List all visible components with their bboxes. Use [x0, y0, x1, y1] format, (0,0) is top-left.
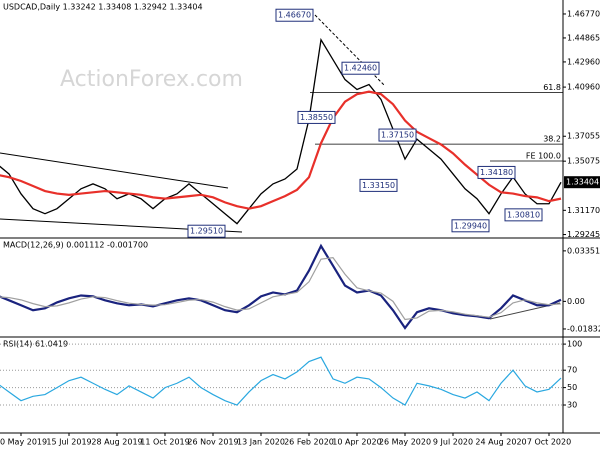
- price-label: 1.29510: [190, 227, 223, 236]
- x-tick-label: 30 May 2019: [0, 438, 47, 447]
- price-label: 1.33150: [362, 181, 395, 190]
- price-label-box: [359, 178, 398, 192]
- price-label-box: [477, 165, 516, 179]
- y-tick-label: 1.31170: [567, 206, 600, 215]
- x-tick-label: 9 Jul 2020: [433, 438, 473, 447]
- price-label: 1.37150: [381, 131, 414, 140]
- trend-line: [0, 152, 229, 189]
- price-label: 1.42460: [344, 64, 377, 73]
- price-label: 1.34180: [480, 168, 513, 177]
- series-line: [0, 90, 562, 210]
- price-label-box: [504, 208, 543, 222]
- price-label: 1.29940: [454, 221, 487, 230]
- x-tick-label: 26 Feb 2020: [284, 438, 334, 447]
- chart-title: USDCAD,Daily 1.33242 1.33408 1.32942 1.3…: [3, 3, 203, 12]
- x-tick-label: 13 Jan 2020: [237, 438, 285, 447]
- fib-label: FE 100.0: [526, 151, 561, 160]
- price-label-box: [275, 8, 314, 22]
- y-tick-label: 1.46770: [567, 9, 600, 18]
- x-tick-label: 28 Aug 2019: [91, 438, 142, 447]
- series-line: [0, 356, 562, 406]
- macd-title: MACD(12,26,9) 0.001112 -0.001700: [3, 241, 148, 250]
- x-tick-label: 26 Nov 2019: [187, 438, 238, 447]
- price-label: 1.38550: [300, 113, 333, 122]
- series-line: [0, 243, 562, 330]
- price-label-box: [341, 61, 380, 75]
- price-label: 1.30810: [507, 210, 540, 219]
- projection-line: [314, 14, 386, 87]
- y-tick-label: 1.42960: [567, 57, 600, 66]
- x-tick-label: 10 Apr 2020: [332, 438, 381, 447]
- fib-label: 61.8: [543, 83, 561, 92]
- last-price-label: 1.33404: [566, 178, 599, 187]
- x-tick-label: 11 Oct 2019: [140, 438, 189, 447]
- rsi-title: RSI(14) 61.0419: [3, 340, 68, 349]
- y-tick-label: 50: [567, 383, 577, 392]
- y-tick-label: 1.40960: [567, 83, 600, 92]
- y-tick-label: 100: [567, 340, 582, 349]
- price-label-box: [297, 110, 336, 124]
- y-tick-label: 0.033515: [567, 246, 600, 255]
- x-tick-label: 24 Aug 2020: [475, 438, 526, 447]
- x-tick-label: 15 Jul 2019: [46, 438, 91, 447]
- series-line: [0, 257, 562, 321]
- y-tick-label: 30: [567, 401, 577, 410]
- fib-label: 38.2: [543, 135, 561, 144]
- watermark: ActionForex.com: [60, 67, 243, 92]
- y-tick-label: 1.29245: [567, 230, 600, 239]
- y-tick-label: 0.00: [567, 297, 585, 306]
- x-tick-label: 26 May 2020: [379, 438, 431, 447]
- price-label: 1.46670: [278, 11, 311, 20]
- x-tick-label: 7 Oct 2020: [527, 438, 571, 447]
- y-tick-label: 70: [567, 366, 577, 375]
- y-tick-label: 1.35075: [567, 157, 600, 166]
- price-label-box: [451, 219, 490, 233]
- y-tick-label: 1.37055: [567, 132, 600, 141]
- y-tick-label: -0.018324: [567, 324, 600, 333]
- y-tick-label: 1.44865: [567, 33, 600, 42]
- price-label-box: [378, 128, 417, 142]
- last-price-box: [564, 176, 600, 189]
- series-line: [0, 37, 562, 225]
- price-label-box: [187, 224, 226, 238]
